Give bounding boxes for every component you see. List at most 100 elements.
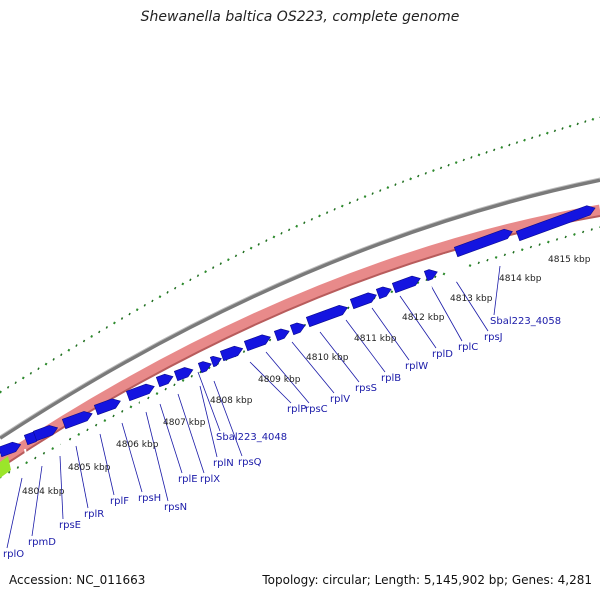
- tick-mark: [234, 254, 238, 258]
- gene-label: rpsN: [164, 502, 187, 513]
- tick-mark: [363, 195, 367, 199]
- tick-mark: [34, 456, 37, 460]
- reverse-gene-strip-shadow: [0, 215, 600, 469]
- genome-stats-text: Topology: circular; Length: 5,145,902 bp…: [262, 573, 592, 587]
- leader-line: [159, 403, 183, 474]
- leader-line: [177, 393, 205, 474]
- tick-mark: [164, 387, 167, 391]
- tick-mark: [189, 278, 192, 282]
- gene-label: rpsH: [138, 493, 161, 504]
- tick-mark: [573, 233, 576, 236]
- forward-gene: [209, 355, 222, 368]
- reverse-strip-gaps: [24, 250, 466, 462]
- tick-mark: [386, 186, 390, 189]
- tick-mark: [0, 390, 2, 394]
- leader-line: [453, 277, 489, 332]
- forward-gene: [32, 425, 59, 442]
- tick-mark: [199, 370, 202, 374]
- backbone-highlight: [0, 177, 600, 437]
- tick-mark: [568, 124, 572, 128]
- tick-mark: [14, 381, 17, 384]
- tick-mark: [207, 366, 211, 370]
- tick-mark: [166, 291, 169, 294]
- tick-mark: [121, 410, 124, 413]
- gene-label: rplV: [330, 394, 350, 405]
- gene-label: rplP: [287, 404, 306, 415]
- tick-mark: [584, 120, 587, 123]
- tick-mark: [347, 306, 350, 310]
- forward-gene: [0, 441, 22, 458]
- strip-gap: [59, 433, 63, 447]
- tick-mark: [135, 308, 139, 312]
- tick-mark: [29, 371, 33, 375]
- gene-label: Sbal223_4048: [216, 432, 287, 443]
- tick-mark: [120, 317, 124, 320]
- tick-mark: [90, 335, 94, 338]
- strip-gap: [24, 448, 28, 462]
- leader-line: [6, 477, 23, 549]
- label-leader-lines: [6, 265, 501, 549]
- strip-gap: [139, 397, 143, 411]
- tick-mark: [486, 258, 489, 262]
- tick-mark: [103, 419, 107, 422]
- gene-label: rpsS: [355, 383, 377, 394]
- tick-mark: [356, 198, 359, 202]
- tick-mark: [546, 240, 550, 244]
- tick-mark: [470, 156, 473, 159]
- tick-mark: [155, 392, 159, 395]
- tick-mark: [538, 243, 541, 246]
- tick-mark: [591, 117, 595, 121]
- tick-mark: [77, 432, 81, 436]
- gene-label: rpsC: [305, 404, 328, 415]
- tick-mark: [257, 243, 260, 246]
- tick-mark: [173, 383, 176, 387]
- tick-mark: [67, 348, 71, 352]
- tick-mark: [37, 367, 40, 371]
- tick-mark: [303, 221, 306, 225]
- tick-mark: [500, 145, 504, 149]
- gene-label: rplO: [3, 549, 24, 560]
- backbone-track: [0, 178, 600, 440]
- kbp-label: 4814 kbp: [499, 274, 542, 284]
- tick-mark: [204, 270, 207, 274]
- tick-mark: [432, 169, 435, 173]
- tick-mark: [6, 385, 10, 389]
- strip-gap: [461, 261, 465, 275]
- leader-line: [291, 341, 335, 394]
- tick-mark: [129, 405, 133, 409]
- tick-mark: [416, 281, 420, 285]
- leader-line: [345, 319, 386, 373]
- genome-title: Shewanella baltica OS223, complete genom…: [140, 9, 460, 25]
- tick-mark: [158, 295, 162, 299]
- forward-gene-row: [0, 205, 596, 458]
- gene-label: rplR: [84, 509, 104, 520]
- forward-gene: [349, 292, 377, 310]
- kbp-label: 4804 kbp: [22, 487, 65, 497]
- tick-mark: [348, 201, 352, 205]
- gene-label: rplC: [458, 342, 478, 353]
- tick-mark: [340, 204, 344, 208]
- leader-line: [199, 385, 218, 458]
- forward-gene: [515, 205, 596, 242]
- tick-mark: [581, 230, 585, 234]
- kbp-label: 4810 kbp: [306, 353, 349, 363]
- forward-gene: [197, 361, 212, 374]
- leader-line: [213, 380, 243, 457]
- tick-mark: [417, 174, 420, 178]
- tick-mark: [249, 246, 253, 250]
- forward-gene: [61, 411, 93, 430]
- reverse-gene-strip: [0, 204, 600, 467]
- tick-mark: [515, 141, 519, 144]
- tick-mark: [409, 177, 413, 181]
- tick-mark: [75, 344, 78, 347]
- tick-mark: [310, 217, 314, 221]
- accession-text: Accession: NC_011663: [9, 573, 146, 587]
- gene-label: rplB: [381, 373, 401, 384]
- kbp-label: 4805 kbp: [68, 463, 111, 473]
- forward-gene: [453, 228, 513, 258]
- tick-mark: [174, 286, 177, 290]
- tick-mark: [94, 423, 98, 427]
- leader-line: [75, 445, 89, 509]
- tick-mark: [561, 127, 564, 130]
